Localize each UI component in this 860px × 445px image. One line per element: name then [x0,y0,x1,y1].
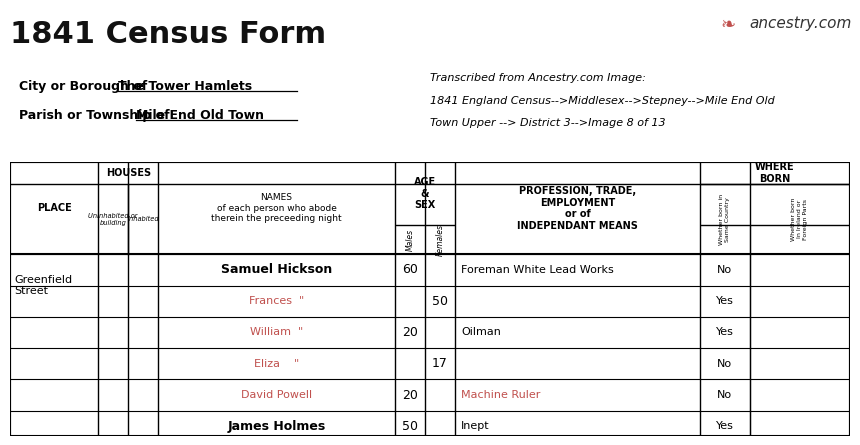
Text: Whether born in
Same Country: Whether born in Same Country [719,194,730,245]
Text: No: No [717,359,733,369]
Text: Males: Males [406,228,415,251]
Text: 50: 50 [432,295,448,307]
Text: Mile End Old Town: Mile End Old Town [136,109,264,122]
Text: 50: 50 [402,420,418,433]
Text: Eliza    ": Eliza " [254,359,299,369]
Text: Foreman White Lead Works: Foreman White Lead Works [461,265,614,275]
Text: Oilman: Oilman [461,328,501,337]
Text: Females: Females [435,223,445,255]
Text: Town Upper --> District 3-->Image 8 of 13: Town Upper --> District 3-->Image 8 of 1… [430,118,666,128]
Text: 1841 Census Form: 1841 Census Form [10,20,327,49]
Text: Uninhabited or
building: Uninhabited or building [89,213,138,226]
Text: Whether born
In Ireland or
Foreign Parts: Whether born In Ireland or Foreign Parts [791,198,808,241]
Text: 1841 England Census-->Middlesex-->Stepney-->Mile End Old: 1841 England Census-->Middlesex-->Stepne… [430,96,775,105]
Text: NAMES
of each person who abode
therein the preceeding night: NAMES of each person who abode therein t… [212,194,342,223]
Text: Yes: Yes [716,296,734,306]
Text: David Powell: David Powell [241,390,312,400]
Text: Machine Ruler: Machine Ruler [461,390,540,400]
Text: PLACE: PLACE [37,203,71,213]
Text: Transcribed from Ancestry.com Image:: Transcribed from Ancestry.com Image: [430,73,646,83]
Text: 60: 60 [402,263,418,276]
Text: PROFESSION, TRADE,
EMPLOYMENT
or of
INDEPENDANT MEANS: PROFESSION, TRADE, EMPLOYMENT or of INDE… [517,186,638,231]
Text: 20: 20 [402,388,418,401]
Text: James Holmes: James Holmes [228,420,326,433]
Text: HOUSES: HOUSES [106,168,150,178]
Text: AGE
&
SEX: AGE & SEX [414,177,436,210]
Text: Greenfield
Street: Greenfield Street [15,275,72,296]
Text: Inhabited: Inhabited [127,216,159,222]
Text: William  ": William " [250,328,304,337]
Text: No: No [717,390,733,400]
Text: No: No [717,265,733,275]
Text: Yes: Yes [716,328,734,337]
Text: ❧: ❧ [720,16,735,33]
Text: City or Borough of: City or Borough of [19,80,151,93]
Text: Parish or Township of: Parish or Township of [19,109,174,122]
Text: 17: 17 [432,357,448,370]
Text: 20: 20 [402,326,418,339]
Text: ancestry.com: ancestry.com [749,16,851,31]
Text: WHERE
BORN: WHERE BORN [755,162,795,184]
Text: Inept: Inept [461,421,489,431]
Text: Samuel Hickson: Samuel Hickson [221,263,332,276]
Text: Yes: Yes [716,421,734,431]
Text: Frances  ": Frances " [249,296,304,306]
Text: The Tower Hamlets: The Tower Hamlets [118,80,252,93]
